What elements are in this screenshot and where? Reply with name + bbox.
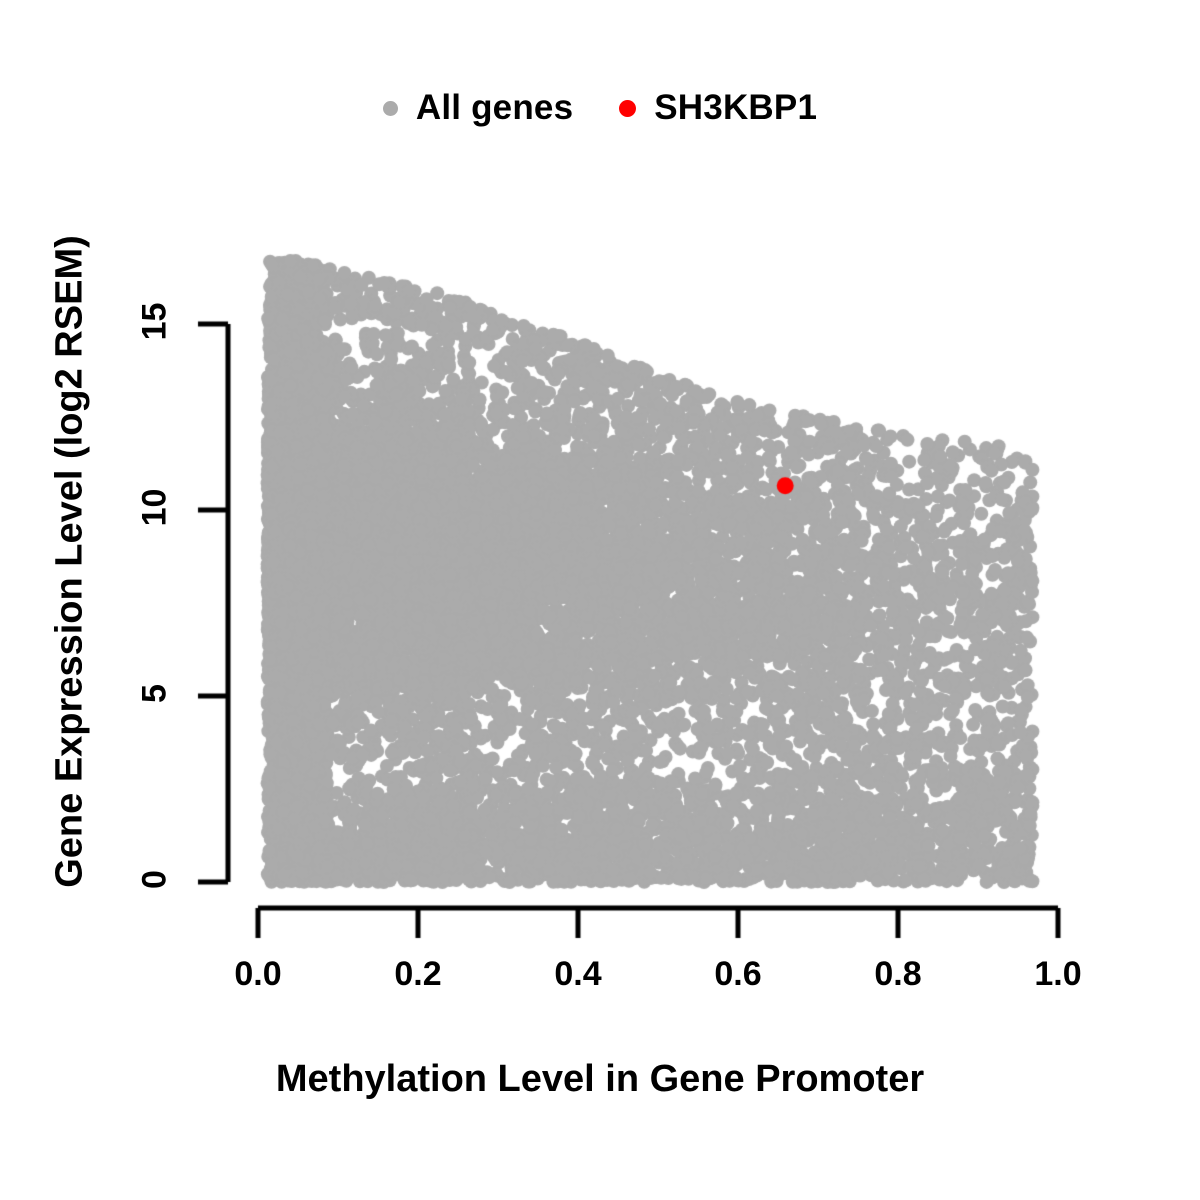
x-tick-label: 0.8 xyxy=(874,955,922,993)
y-tick-label: 10 xyxy=(135,488,174,527)
legend-label-all-genes: All genes xyxy=(415,88,574,127)
x-tick-label: 0.0 xyxy=(234,955,282,993)
legend-marker-red-dot-icon xyxy=(619,99,637,117)
chart-legend: All genes SH3KBP1 xyxy=(0,80,1200,136)
x-axis-title: Methylation Level in Gene Promoter xyxy=(275,1058,925,1100)
x-tick-label: 0.2 xyxy=(394,955,442,993)
y-tick-label: 5 xyxy=(135,684,174,703)
x-tick-label: 1.0 xyxy=(1034,955,1082,993)
legend-entry-sh3kbp1: SH3KBP1 xyxy=(619,88,817,128)
legend-label-sh3kbp1: SH3KBP1 xyxy=(654,88,818,127)
legend-marker-grey-dot-icon xyxy=(382,100,398,116)
legend-entry-all-genes: All genes xyxy=(382,88,574,128)
y-axis-title: Gene Expression Level (log2 RSEM) xyxy=(48,235,91,888)
y-tick-label: 15 xyxy=(135,302,174,341)
y-tick-label: 0 xyxy=(135,870,174,889)
x-tick-label: 0.6 xyxy=(714,955,762,993)
x-tick-label: 0.4 xyxy=(554,955,602,993)
